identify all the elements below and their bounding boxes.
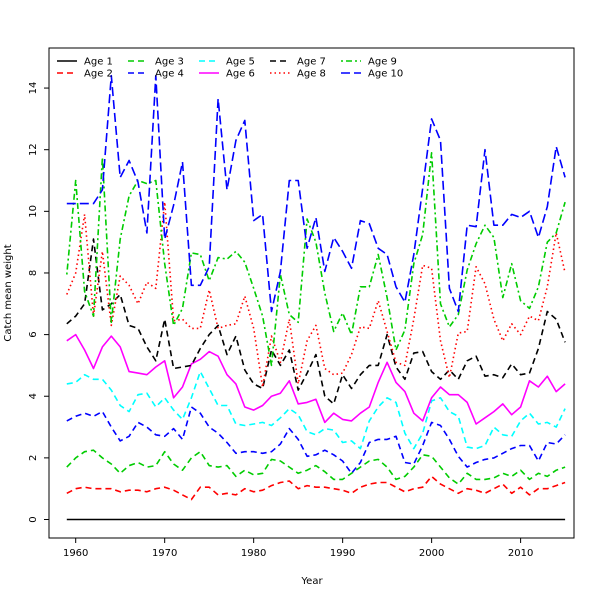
series-layer: [66, 74, 566, 521]
y-tick-label: 4: [28, 393, 39, 399]
y-axis: 0 2 4 6 8 10 12 14: [28, 82, 49, 523]
y-tick-label: 2: [28, 455, 39, 461]
legend-label-age-8: Age 8: [297, 69, 326, 80]
x-tick-label: 2010: [508, 548, 533, 559]
series-line-age-9: [66, 152, 566, 367]
legend-label-age-4: Age 4: [155, 69, 184, 80]
series-line-age-4: [66, 406, 566, 475]
legend-label-age-2: Age 2: [84, 69, 113, 80]
y-tick-label: 10: [28, 205, 39, 218]
legend-label-age-10: Age 10: [368, 69, 403, 80]
series-line-age-7: [66, 238, 566, 405]
y-axis-label: Catch mean weight: [3, 244, 14, 341]
series-line-age-5: [66, 370, 566, 450]
x-tick-label: 1970: [152, 548, 177, 559]
y-tick-label: 0: [28, 516, 39, 522]
x-tick-label: 1960: [63, 548, 88, 559]
legend-label-age-3: Age 3: [155, 57, 184, 68]
series-line-age-10: [66, 74, 566, 313]
series-line-age-6: [66, 333, 566, 425]
legend-label-age-1: Age 1: [84, 57, 113, 68]
series-line-age-8: [66, 201, 566, 388]
y-tick-label: 14: [28, 82, 39, 95]
y-tick-label: 8: [28, 270, 39, 276]
y-tick-label: 12: [28, 143, 39, 156]
plot-frame: [48, 47, 575, 539]
x-axis-label: Year: [300, 576, 323, 587]
legend-label-age-6: Age 6: [226, 69, 255, 80]
x-tick-label: 2000: [419, 548, 444, 559]
series-line-age-2: [66, 475, 566, 501]
legend-label-age-5: Age 5: [226, 57, 255, 68]
x-tick-label: 1990: [330, 548, 355, 559]
legend-label-age-9: Age 9: [368, 57, 397, 68]
legend-label-age-7: Age 7: [297, 57, 326, 68]
y-tick-label: 6: [28, 331, 39, 337]
x-axis: 1960 1970 1980 1990 2000 2010: [63, 538, 533, 559]
series-line-age-3: [66, 449, 566, 485]
x-tick-label: 1980: [241, 548, 266, 559]
